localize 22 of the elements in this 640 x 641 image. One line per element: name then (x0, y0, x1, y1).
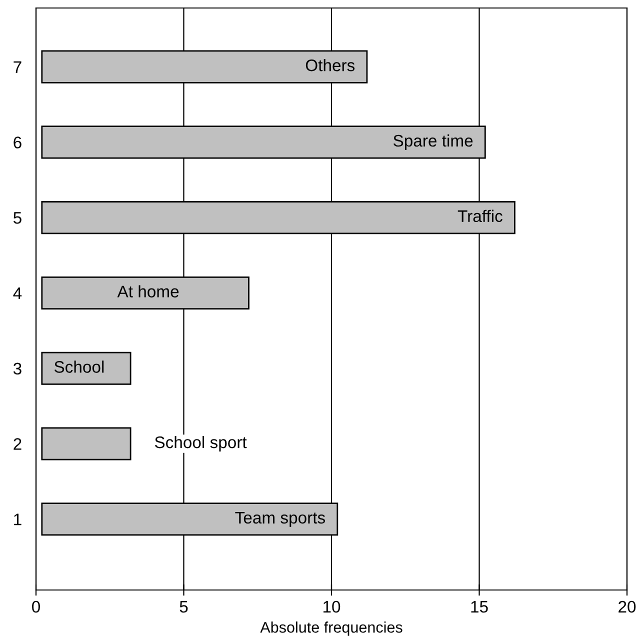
x-axis-title: Absolute frequencies (260, 622, 402, 636)
annotation: School sport (154, 436, 247, 452)
bar (41, 427, 132, 460)
y-tick-label: 3 (13, 362, 22, 375)
x-tick-label: 0 (32, 600, 40, 613)
bar (41, 352, 132, 385)
annotation: Others (306, 59, 355, 72)
y-tick-label: 7 (14, 61, 22, 73)
x-tick-label: 20 (618, 600, 636, 613)
x-tick-label: 5 (180, 601, 188, 613)
x-tick-label: 15 (471, 601, 488, 613)
y-tick-label: 4 (13, 288, 22, 300)
annotation: At home (117, 285, 179, 298)
y-tick-label: 5 (14, 212, 22, 224)
y-tick-label: 2 (14, 438, 22, 450)
annotation: Traffic (458, 210, 502, 222)
annotation: Spare time (394, 134, 473, 150)
annotation: Team sports (235, 512, 325, 527)
y-tick-label: 1 (14, 514, 22, 526)
x-tick-label: 10 (324, 600, 340, 613)
y-tick-label: 6 (14, 136, 22, 148)
annotation: School (54, 360, 104, 373)
